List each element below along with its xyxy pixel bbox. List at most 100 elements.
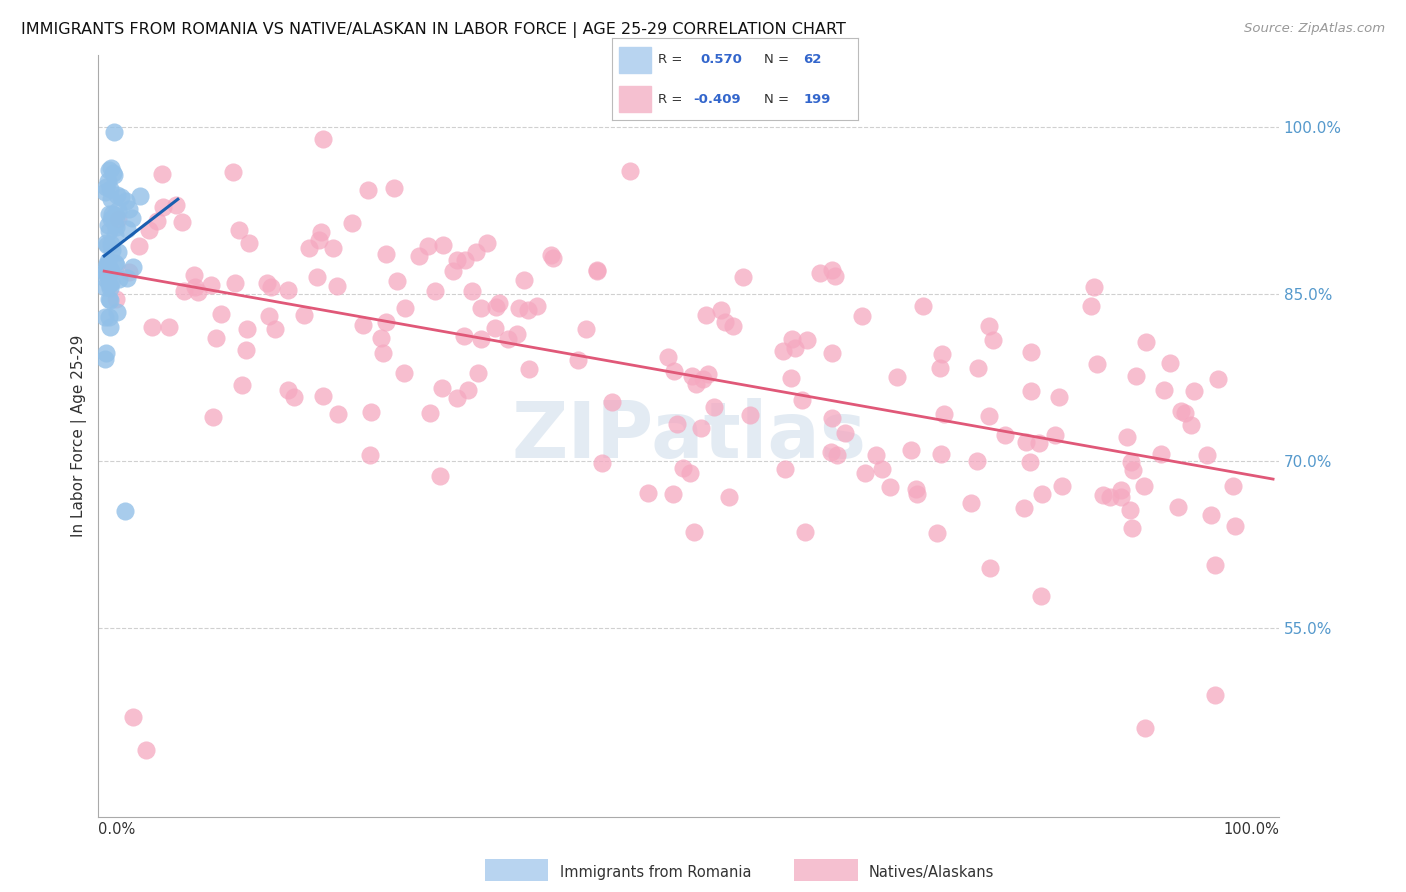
Point bbox=[98, 261, 121, 276]
Point bbox=[98, 182, 121, 196]
Point bbox=[1028, 436, 1050, 450]
Point bbox=[238, 236, 260, 251]
Point bbox=[104, 227, 127, 242]
Point bbox=[394, 301, 416, 316]
Text: 0.570: 0.570 bbox=[700, 54, 742, 66]
Text: Natives/Alaskans: Natives/Alaskans bbox=[869, 865, 994, 880]
Point bbox=[100, 207, 122, 221]
Point bbox=[977, 409, 1000, 423]
Point bbox=[96, 257, 118, 271]
Point bbox=[97, 253, 120, 268]
Point bbox=[98, 281, 121, 295]
Point bbox=[200, 278, 222, 293]
Point bbox=[256, 277, 278, 291]
Point bbox=[104, 256, 127, 270]
Point bbox=[235, 322, 257, 336]
Point bbox=[100, 237, 122, 252]
Point bbox=[423, 284, 446, 298]
Point bbox=[128, 239, 150, 253]
Point bbox=[927, 526, 949, 541]
Point bbox=[657, 351, 679, 365]
Point bbox=[1206, 371, 1229, 385]
Point bbox=[228, 223, 250, 237]
Text: R =: R = bbox=[658, 93, 683, 105]
Point bbox=[717, 490, 740, 504]
Point bbox=[101, 244, 124, 258]
Text: Immigrants from Romania: Immigrants from Romania bbox=[560, 865, 751, 880]
Point bbox=[929, 360, 952, 375]
Point bbox=[157, 320, 180, 334]
Point bbox=[121, 211, 143, 226]
Point bbox=[505, 327, 527, 342]
Point bbox=[1121, 455, 1143, 469]
Point bbox=[824, 268, 846, 283]
Point bbox=[772, 343, 794, 358]
Point bbox=[1180, 417, 1202, 432]
Point bbox=[1050, 478, 1073, 492]
Point bbox=[1019, 455, 1042, 469]
Point bbox=[1119, 503, 1142, 517]
Point bbox=[173, 284, 195, 298]
Point bbox=[94, 352, 117, 367]
Point bbox=[773, 462, 796, 476]
Point bbox=[96, 179, 118, 194]
Point bbox=[277, 383, 299, 397]
Bar bbox=[619, 86, 651, 112]
Point bbox=[105, 187, 128, 202]
Point bbox=[115, 222, 138, 236]
Point bbox=[340, 216, 363, 230]
Point bbox=[201, 410, 224, 425]
Point bbox=[834, 426, 856, 441]
Point bbox=[1223, 518, 1246, 533]
Point bbox=[1098, 490, 1121, 504]
Point bbox=[540, 248, 562, 262]
Point bbox=[1133, 721, 1156, 735]
Text: 0.0%: 0.0% bbox=[98, 822, 135, 838]
Point bbox=[374, 315, 396, 329]
Point bbox=[224, 276, 246, 290]
Point bbox=[277, 283, 299, 297]
Point bbox=[392, 366, 415, 380]
Point bbox=[690, 421, 713, 435]
Point bbox=[1174, 406, 1197, 420]
Point bbox=[685, 377, 707, 392]
Point bbox=[585, 263, 607, 277]
Point bbox=[738, 409, 761, 423]
Point bbox=[446, 391, 468, 405]
Point bbox=[692, 372, 714, 386]
Point bbox=[259, 280, 281, 294]
Point bbox=[1047, 390, 1070, 404]
Point bbox=[97, 174, 120, 188]
Point bbox=[1083, 279, 1105, 293]
Point bbox=[105, 209, 128, 223]
Point bbox=[485, 301, 508, 315]
Point bbox=[308, 233, 330, 247]
Point bbox=[1109, 490, 1132, 504]
Point bbox=[309, 225, 332, 239]
Y-axis label: In Labor Force | Age 25-29: In Labor Force | Age 25-29 bbox=[72, 334, 87, 537]
Point bbox=[360, 405, 382, 419]
Point bbox=[1133, 479, 1156, 493]
Point bbox=[1135, 335, 1157, 350]
Point bbox=[929, 447, 952, 461]
Point bbox=[695, 309, 717, 323]
Point bbox=[100, 276, 122, 290]
Point bbox=[292, 309, 315, 323]
Point bbox=[1116, 430, 1139, 444]
Point bbox=[98, 292, 121, 306]
Point bbox=[298, 241, 321, 255]
Point bbox=[97, 207, 120, 221]
Point bbox=[101, 166, 124, 180]
Point bbox=[1125, 368, 1147, 383]
Point bbox=[357, 183, 380, 197]
Point bbox=[183, 268, 205, 282]
Point bbox=[731, 270, 754, 285]
Point bbox=[796, 333, 818, 347]
Point bbox=[567, 353, 589, 368]
Point bbox=[96, 268, 118, 282]
Point bbox=[1222, 479, 1244, 493]
Point bbox=[184, 280, 207, 294]
Point bbox=[1092, 488, 1115, 502]
Point bbox=[94, 185, 117, 199]
Point bbox=[453, 328, 475, 343]
